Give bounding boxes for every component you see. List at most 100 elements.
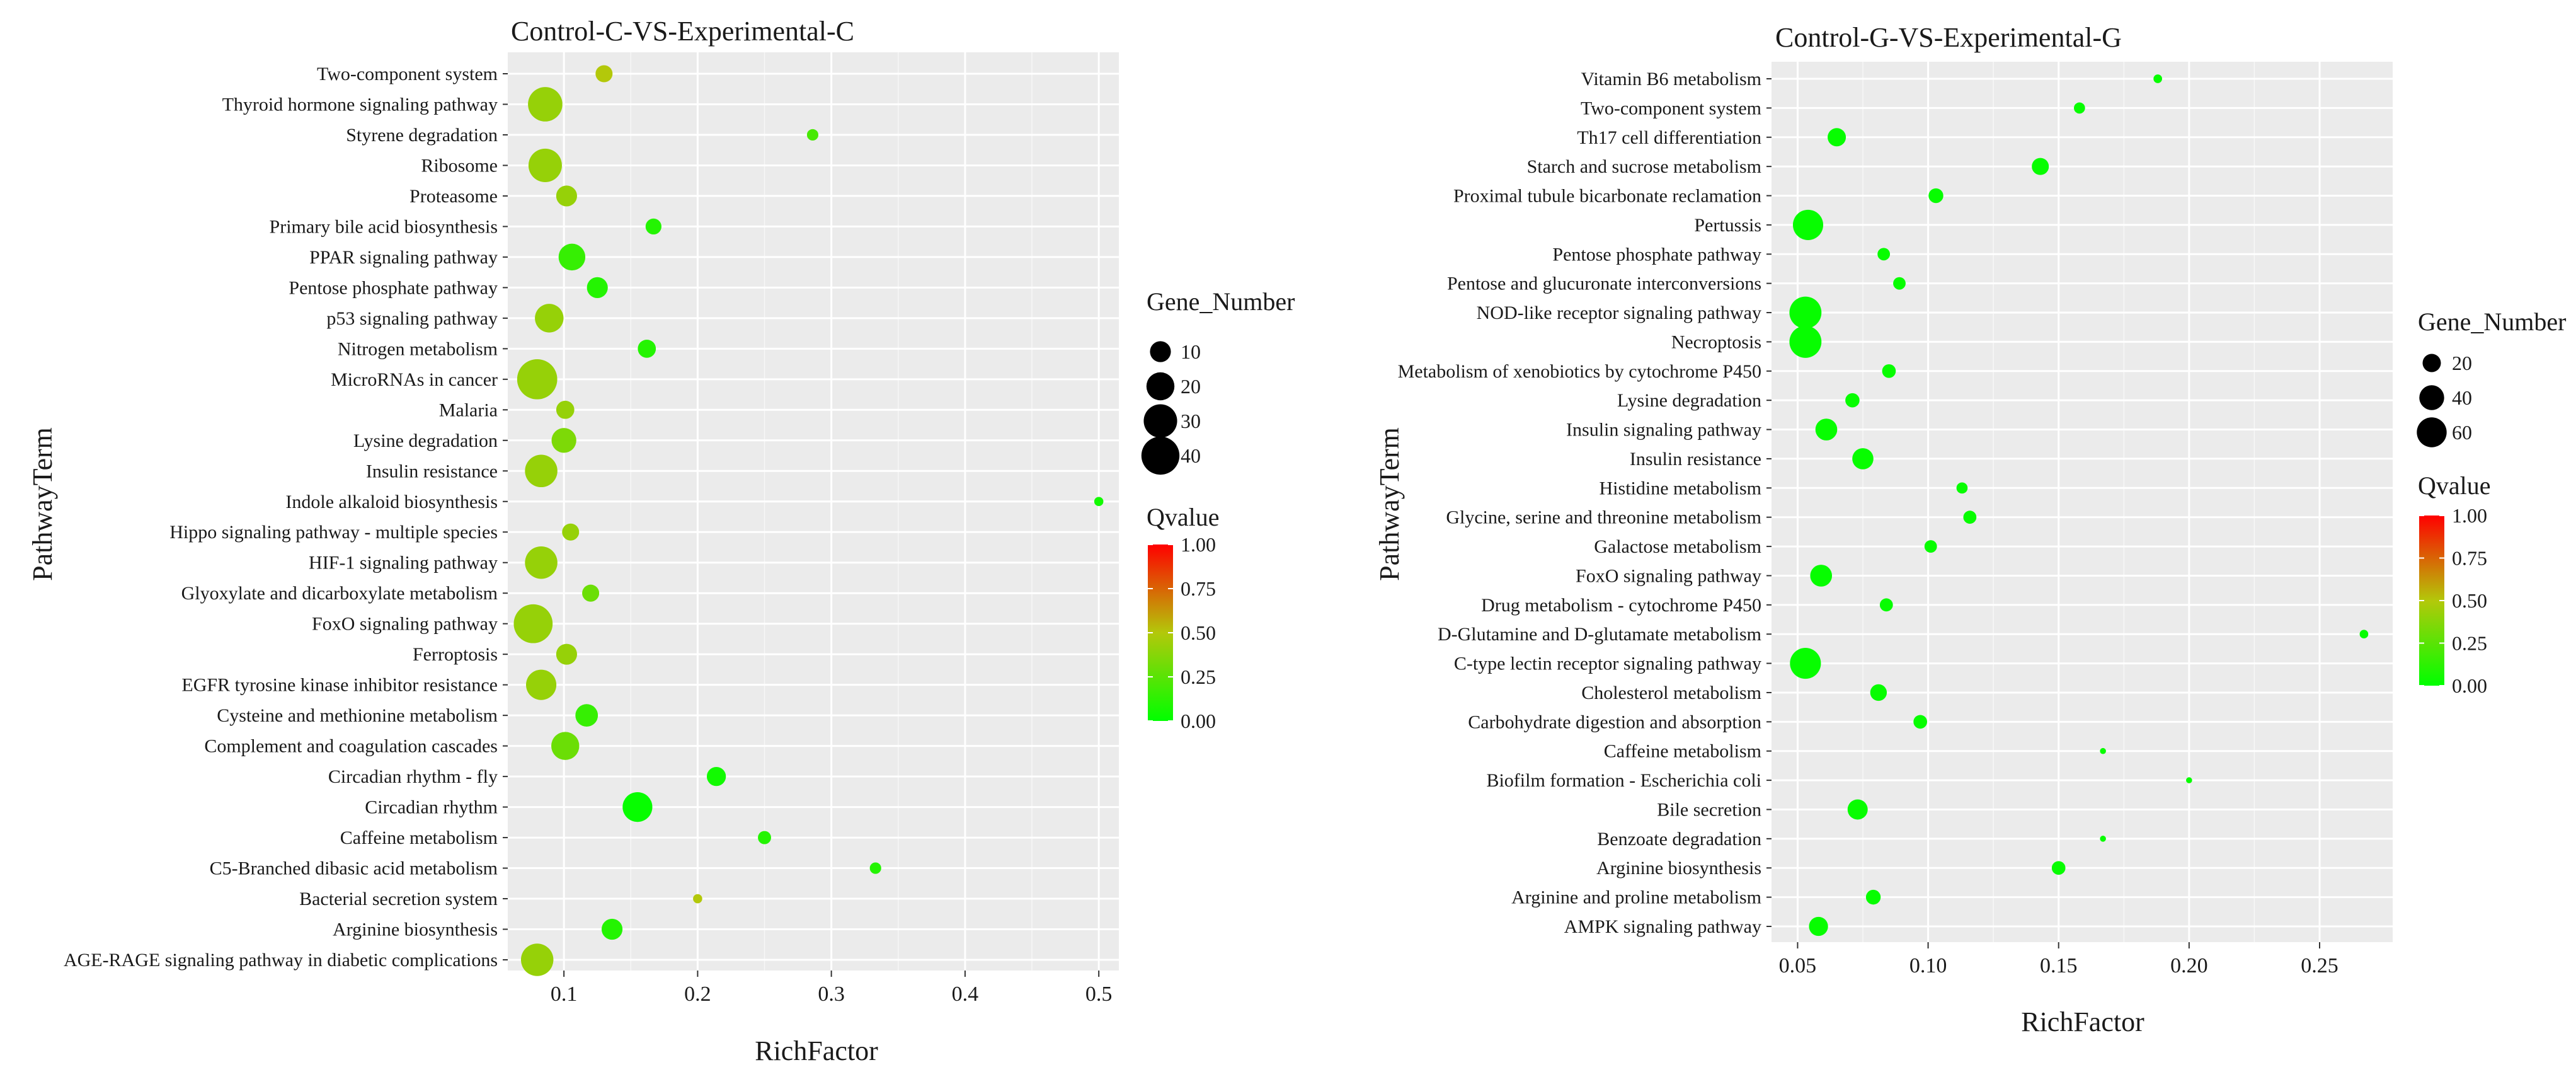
size-legend-dot — [1146, 372, 1175, 401]
data-point — [551, 428, 576, 453]
y-tick-label: Nitrogen metabolism — [338, 338, 498, 359]
data-point — [1879, 598, 1893, 612]
x-axis: 0.1 0.2 0.3 0.4 0.5 — [551, 971, 1113, 1006]
colorbar-label: 0.50 — [1181, 621, 1216, 644]
data-point — [575, 704, 598, 727]
y-tick-label: Circadian rhythm — [365, 797, 498, 818]
data-point — [525, 454, 558, 488]
data-point — [520, 943, 554, 976]
data-point — [601, 918, 623, 940]
y-tick-label: Lysine degradation — [1617, 390, 1761, 411]
data-point — [528, 148, 562, 183]
y-tick-label: Thyroid hormone signaling pathway — [222, 94, 498, 115]
y-tick-label: Carbohydrate digestion and absorption — [1468, 712, 1761, 732]
data-point — [706, 766, 726, 786]
data-point — [1845, 393, 1860, 408]
chart-title: Control-C-VS-Experimental-C — [511, 16, 854, 47]
size-legend-dot — [1150, 341, 1171, 362]
y-tick-label: AMPK signaling pathway — [1564, 916, 1761, 937]
data-point — [528, 87, 563, 122]
data-point — [535, 304, 564, 333]
color-legend-title: Qvalue — [2418, 471, 2491, 500]
size-legend-dot — [1143, 404, 1177, 438]
y-tick-label: Arginine and proline metabolism — [1511, 887, 1761, 908]
y-tick-label: Arginine biosynthesis — [333, 919, 498, 940]
color-legend-title: Qvalue — [1147, 503, 1220, 531]
y-tick-label: Two-component system — [1581, 98, 1761, 118]
gridlines — [1772, 62, 2393, 942]
size-legend-label: 60 — [2452, 421, 2472, 444]
size-legend-dot — [2417, 417, 2447, 447]
data-point — [1928, 188, 1943, 204]
y-tick-label: Primary bile acid biosynthesis — [270, 216, 498, 237]
size-legend: Gene_Number 20 40 60 — [2417, 308, 2566, 447]
data-point — [1810, 565, 1833, 587]
data-point — [1815, 418, 1838, 441]
data-point — [1852, 448, 1874, 470]
y-tick-label: FoxO signaling pathway — [312, 614, 498, 635]
data-point — [758, 831, 771, 844]
data-point — [1790, 648, 1821, 679]
data-point — [525, 669, 557, 700]
data-point — [1809, 916, 1828, 936]
data-point — [2153, 74, 2162, 83]
y-tick-label: Metabolism of xenobiotics by cytochrome … — [1398, 361, 1761, 382]
x-tick-label: 0.05 — [1779, 954, 1817, 977]
data-point — [1792, 209, 1824, 240]
y-axis-title: PathwayTerm — [27, 427, 58, 581]
data-point — [869, 862, 881, 874]
plot-background — [508, 52, 1119, 971]
data-point — [595, 65, 613, 83]
data-point — [1882, 364, 1896, 378]
size-legend-dot — [2422, 354, 2441, 372]
y-tick-label: Malaria — [439, 400, 498, 420]
data-point — [806, 129, 819, 141]
y-tick-label: Galactose metabolism — [1594, 536, 1761, 557]
y-tick-label: Caffeine metabolism — [340, 827, 498, 848]
y-tick-label: HIF-1 signaling pathway — [309, 553, 498, 573]
y-tick-label: Benzoate degradation — [1597, 829, 1761, 850]
data-point — [645, 218, 661, 235]
colorbar-label: 1.00 — [2452, 504, 2487, 527]
data-point — [1963, 510, 1977, 524]
y-axis-labels: Vitamin B6 metabolism Two-component syste… — [1398, 69, 1772, 937]
data-point — [517, 359, 558, 400]
plot-background — [1772, 62, 2393, 942]
size-legend-label: 40 — [1181, 444, 1201, 467]
y-tick-label: Drug metabolism - cytochrome P450 — [1481, 595, 1761, 616]
data-point — [1956, 482, 1968, 494]
data-point — [587, 277, 608, 298]
colorbar-label: 0.25 — [1181, 666, 1216, 688]
x-tick-label: 0.5 — [1085, 982, 1113, 1006]
y-tick-label: Histidine metabolism — [1600, 478, 1761, 498]
data-point — [2073, 102, 2085, 114]
panel-control-g: Control-G-VS-Experimental-G Vitamin B6 m… — [1374, 22, 2566, 1037]
data-point — [556, 400, 575, 419]
y-tick-label: Ribosome — [421, 155, 498, 176]
data-point — [1870, 684, 1887, 701]
size-legend-label: 30 — [1181, 410, 1201, 432]
size-legend-title: Gene_Number — [2418, 308, 2566, 336]
y-tick-label: Insulin resistance — [366, 461, 498, 481]
data-point — [1847, 799, 1868, 820]
y-tick-label: FoxO signaling pathway — [1576, 565, 1761, 586]
data-point — [525, 546, 558, 579]
x-tick-label: 0.3 — [818, 982, 845, 1006]
y-tick-label: Two-component system — [317, 64, 498, 84]
data-point — [1893, 277, 1906, 290]
x-axis-title: RichFactor — [2021, 1006, 2144, 1037]
y-tick-label: Insulin signaling pathway — [1566, 420, 1761, 441]
data-point — [1828, 128, 1846, 147]
gridlines — [508, 52, 1119, 971]
y-tick-label: Pentose and glucuronate interconversions — [1447, 274, 1761, 294]
y-axis-labels: Two-component system Thyroid hormone sign… — [64, 64, 508, 971]
y-tick-label: p53 signaling pathway — [326, 308, 498, 329]
colorbar-label: 0.25 — [2452, 632, 2487, 655]
y-tick-label: Lysine degradation — [353, 430, 498, 451]
x-tick-label: 0.1 — [551, 982, 578, 1006]
size-legend-label: 20 — [2452, 352, 2472, 374]
y-tick-label: Complement and coagulation cascades — [204, 736, 498, 757]
size-legend-label: 20 — [1181, 375, 1201, 398]
data-point — [622, 792, 653, 822]
